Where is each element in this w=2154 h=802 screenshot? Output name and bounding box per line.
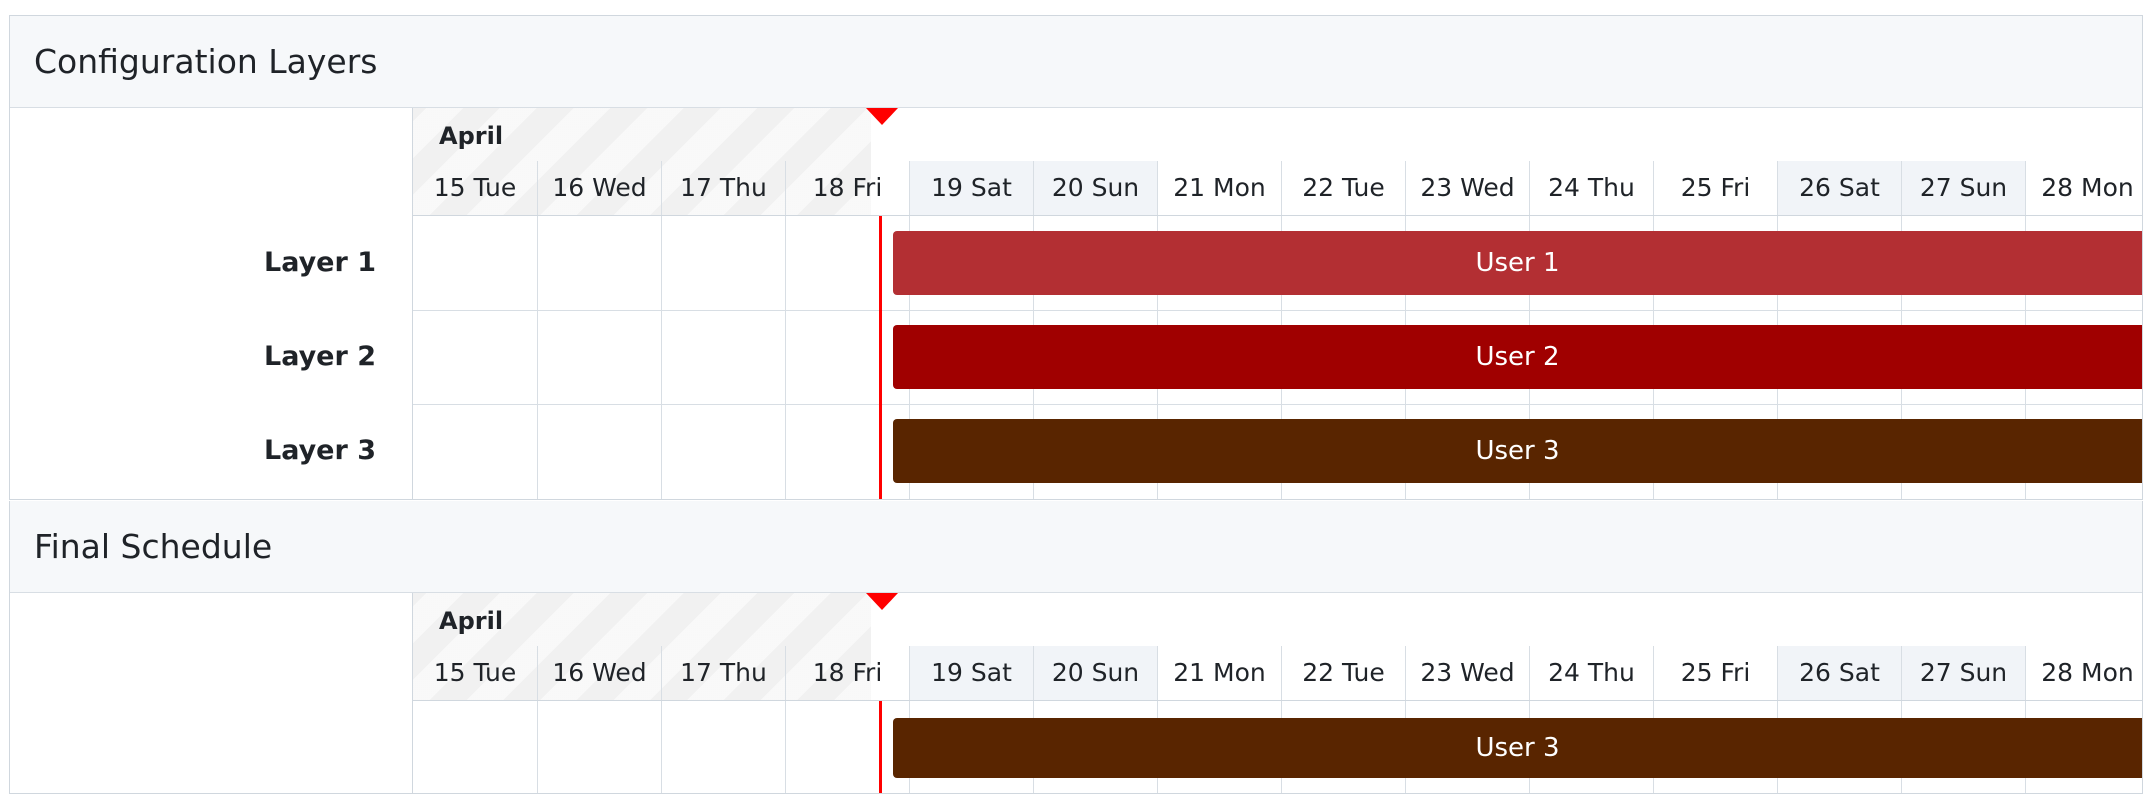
day-grid-line (785, 701, 786, 793)
day-header-cell: 17 Thu (661, 161, 785, 215)
final-schedule-title: Final Schedule (34, 527, 273, 566)
layer-labels-column: Layer 1 Layer 2 Layer 3 (10, 108, 413, 499)
day-grid-line (537, 701, 538, 793)
configuration-layers-header: Configuration Layers (10, 16, 2142, 108)
day-grid-line (785, 216, 786, 499)
day-header-cell: 23 Wed (1405, 646, 1529, 700)
month-label: April (439, 122, 504, 150)
layer-label-1: Layer 1 (263, 247, 376, 278)
day-header-cell: 15 Tue (433, 173, 517, 202)
day-header-cell: 20 Sun (1033, 646, 1157, 700)
day-header-cell: 25 Fri (1653, 646, 1777, 700)
final-schedule-panel: Final Schedule April 15 Tue 16 Wed 17 Thu 1… (9, 501, 2143, 794)
configuration-layers-panel: Configuration Layers Layer 1 Layer 2 Lay… (9, 15, 2143, 500)
day-grid-line (661, 701, 662, 793)
day-header-cell: 16 Wed (537, 161, 661, 215)
day-header-cell: 18 Fri (785, 646, 909, 700)
timeline-header: April 15 Tue 16 Wed 17 Thu 18 Fri 19 Sat 20 S… (413, 593, 2142, 701)
timeline-body: User 3 (413, 701, 2142, 793)
final-timeline[interactable]: April 15 Tue 16 Wed 17 Thu 18 Fri 19 Sat 20 S… (413, 593, 2142, 793)
timeline-body: User 1 User 2 User 3 (413, 216, 2142, 499)
day-grid-line (661, 216, 662, 499)
day-header-cell: 23 Wed (1405, 161, 1529, 215)
day-grid-line (537, 216, 538, 499)
user-name-label: User 1 (1475, 248, 1560, 278)
day-header-cell: 20 Sun (1033, 161, 1157, 215)
day-header-cell: 22 Tue (1281, 161, 1405, 215)
day-header-cell: 27 Sun (1901, 161, 2025, 215)
user-shift-bar-final[interactable]: User 3 (893, 718, 2142, 778)
configuration-layers-title: Configuration Layers (34, 42, 378, 81)
config-timeline[interactable]: April 15 Tue 16 Wed 17 Thu 18 Fri 19 Sat 20 S… (413, 108, 2142, 499)
day-header-cell: 19 Sat (909, 646, 1033, 700)
current-time-marker-icon (866, 593, 898, 610)
day-header-cell: 27 Sun (1901, 646, 2025, 700)
user-shift-bar-layer-1[interactable]: User 1 (893, 231, 2142, 295)
day-header-cell: 24 Thu (1529, 161, 1653, 215)
user-name-label: User 2 (1475, 342, 1560, 372)
past-period-shade (413, 108, 871, 215)
day-header-cell: 19 Sat (909, 161, 1033, 215)
timeline-header: April 15 Tue 16 Wed 17 Thu 18 Fri 19 Sat 20 S… (413, 108, 2142, 216)
day-header-cell: 24 Thu (1529, 646, 1653, 700)
past-period-shade (413, 593, 871, 700)
day-header-cell: 28 Mon (2025, 161, 2142, 215)
user-shift-bar-layer-2[interactable]: User 2 (893, 325, 2142, 389)
day-header-cell: 22 Tue (1281, 646, 1405, 700)
final-schedule-header: Final Schedule (10, 501, 2142, 593)
day-header-cell: 21 Mon (1157, 161, 1281, 215)
current-time-line (879, 216, 882, 499)
day-header-cell: 16 Wed (537, 646, 661, 700)
day-header-cell: 17 Thu (661, 646, 785, 700)
day-header-cell: 18 Fri (785, 161, 909, 215)
user-name-label: User 3 (1475, 733, 1560, 763)
layer-label-2: Layer 2 (263, 341, 376, 372)
month-label: April (439, 607, 504, 635)
current-time-line (879, 701, 882, 793)
day-header-cell: 21 Mon (1157, 646, 1281, 700)
day-header-cell: 15 Tue (433, 658, 517, 687)
user-shift-bar-layer-3[interactable]: User 3 (893, 419, 2142, 483)
row-divider (413, 310, 2142, 311)
row-divider (413, 404, 2142, 405)
final-labels-column (10, 593, 413, 793)
day-header-cell: 26 Sat (1777, 161, 1901, 215)
day-header-cell: 26 Sat (1777, 646, 1901, 700)
layer-label-3: Layer 3 (263, 435, 376, 466)
user-name-label: User 3 (1475, 436, 1560, 466)
day-header-cell: 28 Mon (2025, 646, 2142, 700)
current-time-marker-icon (866, 108, 898, 125)
day-header-cell: 25 Fri (1653, 161, 1777, 215)
